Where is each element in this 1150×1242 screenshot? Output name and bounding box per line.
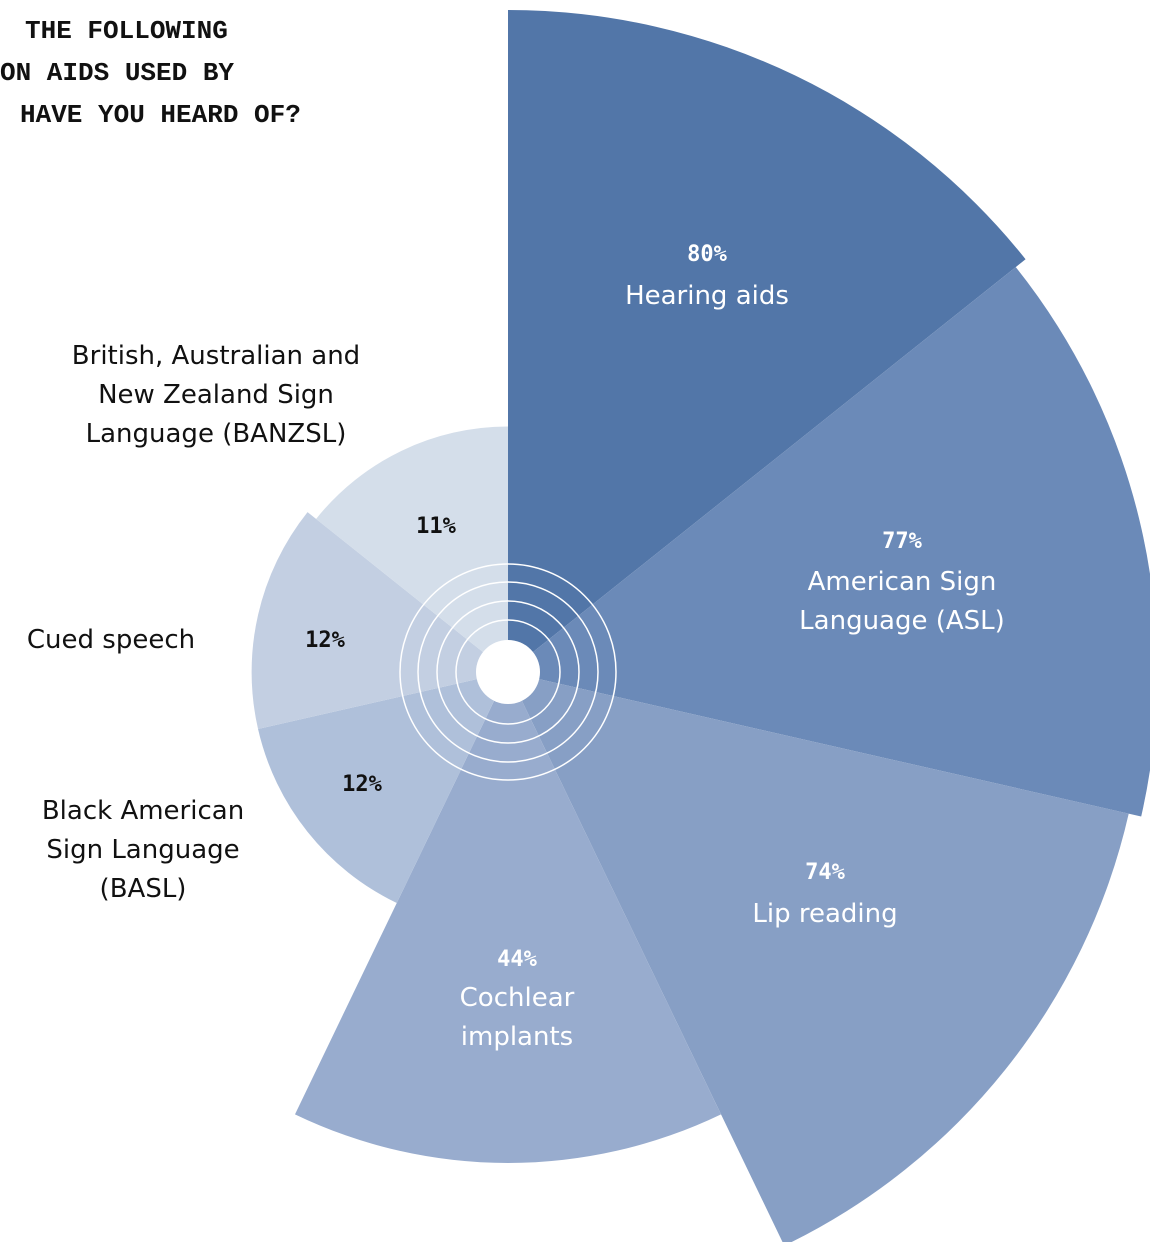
wedge	[508, 267, 1150, 817]
category-label: Cochlear implants	[460, 983, 575, 1052]
wedge	[316, 426, 508, 672]
title-line: HAVE YOU HEARD OF?	[20, 100, 301, 130]
ring	[436, 600, 580, 744]
wedge	[508, 672, 1129, 1242]
value-label: 12%	[342, 772, 382, 797]
wedge	[294, 672, 722, 1163]
wedge	[258, 672, 508, 904]
center-hole	[476, 640, 540, 704]
value-label: 12%	[305, 628, 345, 653]
value-label: 74%	[805, 860, 845, 885]
value-label: 44%	[497, 947, 537, 972]
value-label: 11%	[416, 514, 456, 539]
ring	[417, 581, 599, 763]
ring	[399, 563, 617, 781]
value-label: 80%	[687, 242, 727, 267]
labels: 80% Hearing aids 77% American Sign Language …	[27, 242, 1005, 1052]
category-label: Black American Sign Language (BASL)	[42, 796, 244, 904]
category-label: Cued speech	[27, 625, 195, 655]
category-label: British, Australian and New Zealand Sign L…	[72, 341, 360, 449]
wedge	[508, 10, 1026, 672]
center-rings	[399, 563, 617, 781]
ring	[455, 619, 561, 725]
category-label: Lip reading	[752, 899, 897, 929]
category-label: American Sign Language (ASL)	[799, 567, 1005, 636]
wedges	[251, 10, 1150, 1242]
title-line: THE FOLLOWING	[25, 16, 228, 46]
title-line: ON AIDS USED BY	[0, 58, 234, 88]
category-label: Hearing aids	[625, 281, 789, 311]
wedge	[251, 512, 508, 730]
value-label: 77%	[882, 529, 922, 554]
